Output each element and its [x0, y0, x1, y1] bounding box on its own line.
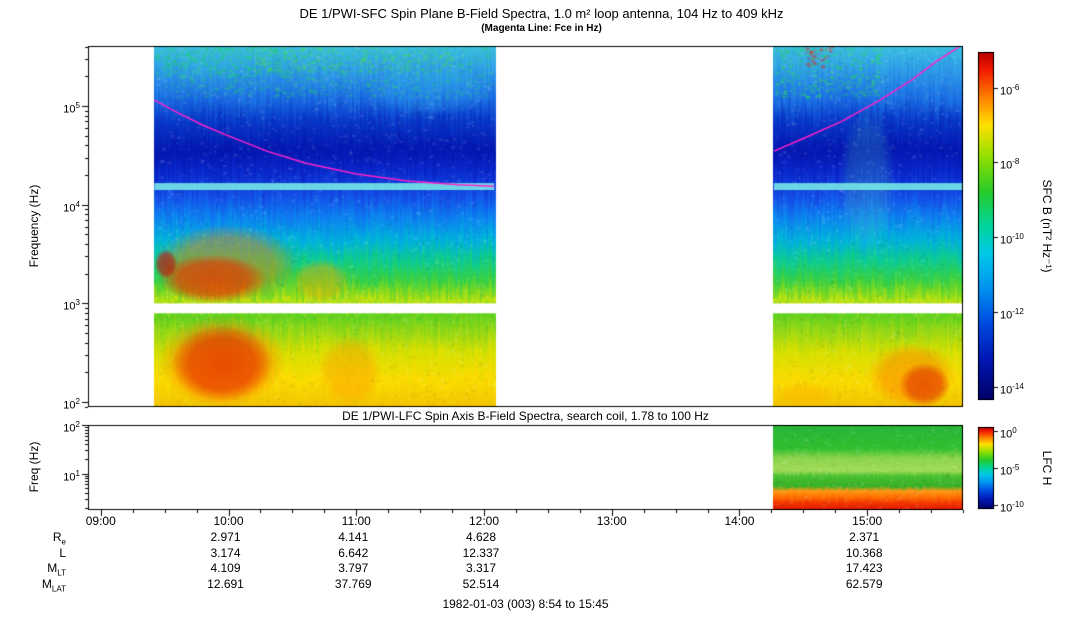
sfc-spectrogram-canvas	[88, 46, 963, 407]
sfc-y-axis-label: Frequency (Hz)	[27, 184, 41, 268]
sfc-frequency-tick-label: 104	[63, 199, 80, 215]
ephemeris-value: 4.628	[465, 530, 496, 544]
ephemeris-value: 4.109	[210, 561, 241, 575]
lfc-colorbar-canvas	[978, 427, 994, 509]
lfc-y-axis-label: Freq (Hz)	[27, 441, 41, 493]
ephemeris-value: 10.368	[845, 546, 883, 560]
sfc-colorbar-canvas	[978, 52, 994, 400]
lfc-colorbar-tick-label: 10-10	[1000, 499, 1024, 515]
ephemeris-row-label: L	[59, 546, 66, 560]
lfc-colorbar-label: LFC H	[1040, 450, 1054, 486]
time-axis-tick-label: 11:00	[341, 514, 371, 528]
sfc-panel-subtitle: (Magenta Line: Fce in Hz)	[481, 23, 602, 34]
ephemeris-value: 3.317	[465, 561, 496, 575]
time-axis-tick-label: 13:00	[596, 514, 627, 528]
ephemeris-value: 17.423	[845, 561, 883, 575]
ephemeris-value: 2.971	[210, 530, 241, 544]
sfc-frequency-tick-label: 103	[63, 298, 80, 314]
lfc-colorbar-tick-label: 100	[1000, 425, 1017, 441]
lfc-colorbar-tick-label: 10-5	[1000, 462, 1020, 478]
ephemeris-value: 4.141	[338, 530, 369, 544]
lfc-colorbar	[978, 427, 994, 509]
ephemeris-value: 12.337	[462, 546, 500, 560]
time-axis-tick-label: 14:00	[724, 514, 755, 528]
time-axis-tick-label: 12:00	[468, 514, 499, 528]
sfc-colorbar	[978, 52, 994, 400]
sfc-colorbar-tick-label: 10-12	[1000, 307, 1024, 322]
sfc-colorbar-tick-label: 10-10	[1000, 232, 1024, 247]
sfc-spectrogram-panel	[88, 46, 963, 407]
ephemeris-value: 12.691	[207, 577, 244, 591]
time-axis-tick-label: 10:00	[213, 514, 244, 528]
sfc-panel-title: DE 1/PWI-SFC Spin Plane B-Field Spectra,…	[299, 6, 784, 21]
sfc-colorbar-tick-label: 10-8	[1000, 157, 1020, 173]
sfc-frequency-tick-label: 105	[63, 101, 80, 116]
ephemeris-value: 62.579	[845, 577, 883, 591]
lfc-spectrogram-canvas	[88, 425, 963, 510]
ephemeris-row-label: MLAT	[41, 577, 66, 594]
time-axis-tick-label: 15:00	[852, 514, 883, 528]
ephemeris-value: 6.642	[338, 546, 369, 560]
ephemeris-value: 37.769	[334, 577, 372, 591]
time-axis-tick-label: 09:00	[85, 514, 116, 528]
lfc-spectrogram-panel	[88, 425, 963, 510]
time-range-footer: 1982-01-03 (003) 8:54 to 15:45	[442, 597, 609, 611]
ephemeris-value: 3.174	[210, 546, 241, 560]
sfc-colorbar-tick-label: 10-6	[1000, 82, 1020, 98]
ephemeris-row-label: MLT	[47, 561, 66, 578]
lfc-frequency-tick-label: 101	[63, 468, 80, 484]
sfc-colorbar-label: SFC B (nT² Hz⁻¹)	[1040, 179, 1054, 273]
sfc-colorbar-tick-label: 10-14	[1000, 381, 1024, 397]
lfc-panel-title: DE 1/PWI-LFC Spin Axis B-Field Spectra, …	[342, 409, 709, 423]
lfc-frequency-tick-label: 102	[63, 420, 80, 435]
ephemeris-value: 2.371	[849, 530, 880, 544]
sfc-frequency-tick-label: 102	[63, 397, 80, 412]
ephemeris-value: 3.797	[338, 561, 369, 575]
ephemeris-row-label: Re	[52, 530, 66, 547]
ephemeris-value: 52.514	[462, 577, 500, 591]
